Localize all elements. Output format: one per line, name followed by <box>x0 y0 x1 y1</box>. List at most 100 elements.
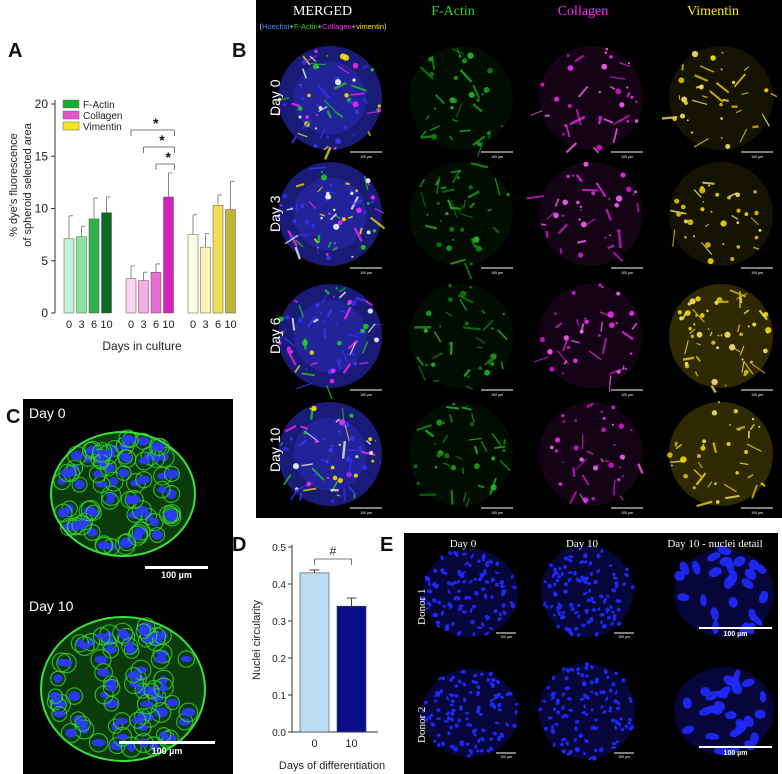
scalebar-label: 100 µm <box>621 393 633 397</box>
fiber <box>282 474 292 486</box>
speck <box>667 452 673 458</box>
nucleus <box>85 447 97 455</box>
fiber <box>749 423 755 431</box>
fiber <box>692 308 705 323</box>
speck <box>720 136 723 139</box>
nucleus <box>469 608 473 613</box>
fiber <box>298 304 305 318</box>
nucleus <box>574 626 579 631</box>
nucleus <box>458 706 463 711</box>
fiber <box>416 356 425 366</box>
fiber <box>326 385 333 400</box>
fiber <box>613 480 616 496</box>
speck <box>469 262 473 266</box>
fiber <box>335 418 340 423</box>
nucleus <box>445 623 450 629</box>
fiber <box>296 382 313 390</box>
fiber <box>562 337 569 352</box>
actin-outline <box>140 508 158 526</box>
chart-a-x-tick-label: 10 <box>224 319 236 331</box>
fiber <box>420 130 427 138</box>
nucleus <box>500 695 505 699</box>
nucleus <box>91 739 106 747</box>
speck <box>763 348 768 354</box>
speck <box>350 191 354 196</box>
fiber <box>586 402 594 408</box>
scalebar-label: 100 µm <box>491 155 503 159</box>
fiber <box>462 326 481 331</box>
nucleus <box>596 569 601 574</box>
nucleus <box>440 741 445 747</box>
nucleus <box>609 688 613 693</box>
speck <box>680 456 687 463</box>
nucleus <box>473 733 477 737</box>
fiber <box>365 439 372 445</box>
nucleus <box>431 598 437 603</box>
panel-e-col-day0: Day 0 <box>449 538 477 550</box>
nucleus <box>178 717 191 726</box>
fiber <box>310 62 326 66</box>
speck <box>752 322 757 327</box>
speck <box>428 57 433 62</box>
nucleus <box>548 563 554 568</box>
speck <box>674 198 680 204</box>
panel-b-cell-vimentin-row-0: 100 µm <box>661 46 778 159</box>
fiber <box>604 460 610 463</box>
nucleus <box>464 610 467 614</box>
fiber <box>351 132 356 137</box>
nucleus <box>573 571 577 576</box>
speck <box>728 344 736 351</box>
nucleus <box>614 671 619 676</box>
speck <box>305 368 308 371</box>
nucleus <box>546 685 551 690</box>
fiber <box>455 455 463 461</box>
nucleus <box>614 583 619 589</box>
chart-a-x-tick-label: 6 <box>153 319 159 331</box>
nucleus <box>717 545 732 555</box>
nucleus <box>601 689 606 695</box>
speck <box>676 211 681 217</box>
nucleus <box>433 699 438 703</box>
fiber <box>362 210 367 216</box>
fiber <box>424 429 435 438</box>
speck <box>687 219 694 226</box>
speck <box>576 200 580 205</box>
speck <box>765 327 772 334</box>
nucleus <box>563 556 569 561</box>
speck <box>615 195 623 202</box>
fiber <box>600 458 604 463</box>
speck <box>702 439 707 444</box>
nucleus <box>561 667 566 671</box>
speck <box>348 100 353 105</box>
nucleus <box>580 623 586 628</box>
fiber <box>526 194 544 200</box>
fiber <box>563 360 568 365</box>
actin-outline <box>118 429 137 448</box>
nucleus <box>500 584 506 589</box>
fiber <box>682 356 695 361</box>
nucleus <box>434 691 441 695</box>
fiber <box>459 129 471 133</box>
speck <box>678 77 685 84</box>
fiber <box>323 328 327 339</box>
panel-e-scalebar-2-label: 100 µm <box>723 750 748 757</box>
fiber <box>459 212 474 219</box>
panel-e-scalebar-1 <box>699 627 772 629</box>
nucleus <box>589 664 594 670</box>
nucleus <box>485 560 490 566</box>
nucleus <box>428 581 431 587</box>
nucleus <box>53 674 63 683</box>
nucleus <box>563 713 569 718</box>
fiber <box>701 241 713 256</box>
speck <box>699 313 705 318</box>
nucleus <box>440 610 445 616</box>
panel-e-cell-0: 100 µm <box>421 549 518 639</box>
nucleus <box>489 627 493 631</box>
fiber <box>477 484 485 489</box>
nucleus <box>476 685 481 689</box>
nucleus <box>718 686 731 697</box>
actin-outline <box>135 623 152 640</box>
panel-c-scalebar-1 <box>145 566 208 569</box>
fiber <box>324 289 331 295</box>
panel-b-col-merged: MERGED <box>292 4 353 19</box>
